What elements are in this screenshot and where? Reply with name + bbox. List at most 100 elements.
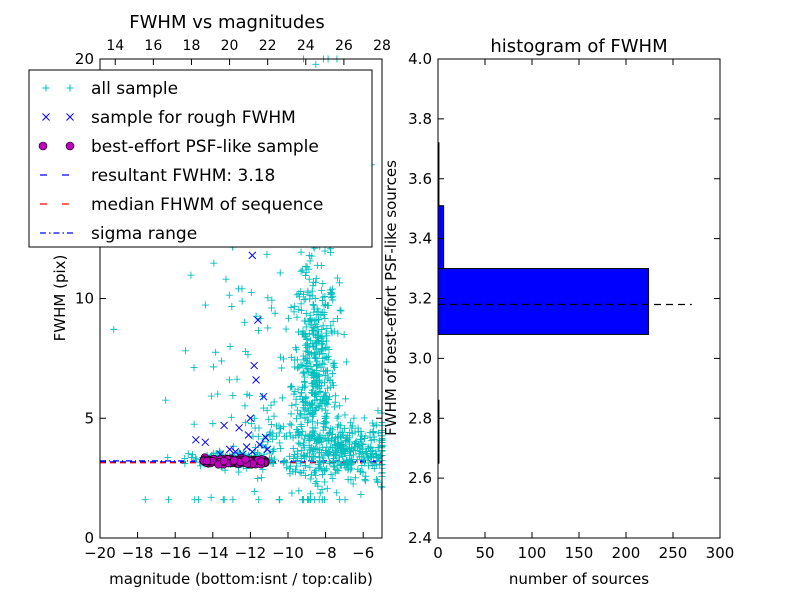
all-sample-point-1012	[214, 390, 222, 398]
right-x-tick-label-0: 0	[433, 544, 443, 562]
all-sample-point-185	[336, 402, 344, 410]
left-y-tick-label-1: 5	[84, 409, 94, 427]
all-sample-point-219	[287, 421, 295, 429]
all-sample-point-1084	[209, 420, 217, 428]
psf-like-point-154	[219, 457, 229, 466]
left-top-tick-label-7: 28	[373, 38, 391, 54]
all-sample-point-687	[348, 422, 356, 430]
all-sample-point-1085	[255, 327, 263, 335]
all-sample-point-1098	[263, 250, 271, 258]
all-sample-point-329	[288, 489, 296, 497]
all-sample-point-330	[307, 337, 315, 345]
all-sample-point-497	[286, 470, 294, 478]
all-sample-point-487	[299, 369, 307, 377]
all-sample-point-952	[254, 449, 262, 457]
all-sample-point-1126	[242, 419, 250, 427]
all-sample-point-284	[301, 405, 309, 413]
all-sample-point-236	[302, 453, 310, 461]
all-sample-point-1149	[277, 424, 285, 432]
all-sample-point-413	[326, 286, 334, 294]
all-sample-point-802	[360, 414, 368, 422]
all-sample-point-1080	[255, 496, 263, 504]
all-sample-point-376	[309, 389, 317, 397]
legend-label-4: median FHWM of sequence	[91, 195, 323, 215]
all-sample-point-747	[330, 438, 338, 446]
all-sample-point-704	[302, 472, 310, 480]
psf-like-point-158	[241, 455, 250, 464]
all-sample-point-369	[321, 415, 329, 423]
all-sample-point-1023	[292, 346, 300, 354]
all-sample-point-404	[295, 290, 303, 298]
right-y-tick-label-6: 3.6	[408, 170, 432, 188]
all-sample-point-758	[339, 429, 347, 437]
all-sample-point-776	[347, 419, 355, 427]
all-sample-point-852	[361, 432, 369, 440]
right-x-tick-label-3: 150	[565, 544, 594, 562]
legend-marker-2-1	[65, 141, 75, 151]
all-sample-point-957	[188, 453, 196, 461]
left-title: FWHM vs magnitudes	[129, 12, 324, 33]
all-sample-point-1021	[296, 468, 304, 476]
all-sample-point-5	[287, 410, 295, 418]
all-sample-point-1148	[230, 442, 238, 450]
left-y-label: FWHM (pix)	[51, 255, 69, 342]
all-sample-point-279	[291, 302, 299, 310]
all-sample-point-677	[298, 446, 306, 454]
all-sample-point-258	[302, 310, 310, 318]
all-sample-point-475	[315, 371, 323, 379]
all-sample-point-1090	[241, 318, 249, 326]
all-sample-point-122	[284, 314, 292, 322]
all-sample-point-1099	[243, 390, 251, 398]
left-top-ticks: 14 16 18 20 22 24 26 28	[106, 38, 391, 65]
all-sample-point-695	[329, 457, 337, 465]
all-sample-point-1055	[229, 391, 237, 399]
right-y-tick-label-3: 3.0	[408, 349, 432, 367]
all-sample-point-429	[313, 338, 321, 346]
all-sample-point-409	[315, 350, 323, 358]
all-sample-point-533	[319, 293, 327, 301]
all-sample-point-1104	[267, 401, 275, 409]
legend-entry-5: sigma range	[40, 224, 197, 244]
all-sample-point-794	[359, 456, 367, 464]
right-y-tick-label-2: 2.8	[408, 409, 432, 427]
all-sample-point-360	[323, 409, 331, 417]
all-sample-point-58	[302, 323, 310, 331]
all-sample-point-407	[320, 393, 328, 401]
all-sample-point-339	[292, 415, 300, 423]
all-sample-point-483	[316, 399, 324, 407]
right-title: histogram of FWHM	[490, 36, 667, 57]
all-sample-point-553	[312, 60, 320, 68]
all-sample-point-1100	[258, 474, 266, 482]
legend-marker-1-0	[42, 113, 50, 121]
all-sample-point-765	[320, 423, 328, 431]
all-sample-point-310	[331, 398, 339, 406]
all-sample-point-773	[352, 446, 360, 454]
all-sample-point-1053	[235, 468, 243, 476]
all-sample-point-659	[333, 489, 341, 497]
all-sample-point-89	[309, 278, 317, 286]
rough-fwhm-point-9	[261, 433, 270, 442]
all-sample-point-205	[318, 471, 326, 479]
all-sample-point-1052	[247, 289, 255, 297]
left-x-tick-label-2: −16	[159, 544, 191, 562]
all-sample-point-287	[321, 247, 329, 255]
all-sample-point-556	[302, 268, 310, 276]
psf-like-points	[199, 453, 270, 469]
all-sample-point-57	[318, 359, 326, 367]
all-sample-point-318	[302, 347, 310, 355]
all-sample-point-77	[309, 301, 317, 309]
psf-like-point-159	[230, 456, 239, 465]
all-sample-point-211	[323, 337, 331, 345]
all-sample-point-1124	[291, 466, 299, 474]
all-sample-point-1114	[273, 422, 281, 430]
all-sample-point-1086	[325, 458, 333, 466]
all-sample-point-306	[314, 482, 322, 490]
all-sample-point-341	[308, 400, 316, 408]
all-sample-point-1146	[287, 462, 295, 470]
all-sample-point-264	[322, 389, 330, 397]
all-sample-point-756	[341, 461, 349, 469]
all-sample-point-209	[331, 403, 339, 411]
legend-label-0: all sample	[91, 79, 178, 99]
all-sample-point-291	[294, 385, 302, 393]
